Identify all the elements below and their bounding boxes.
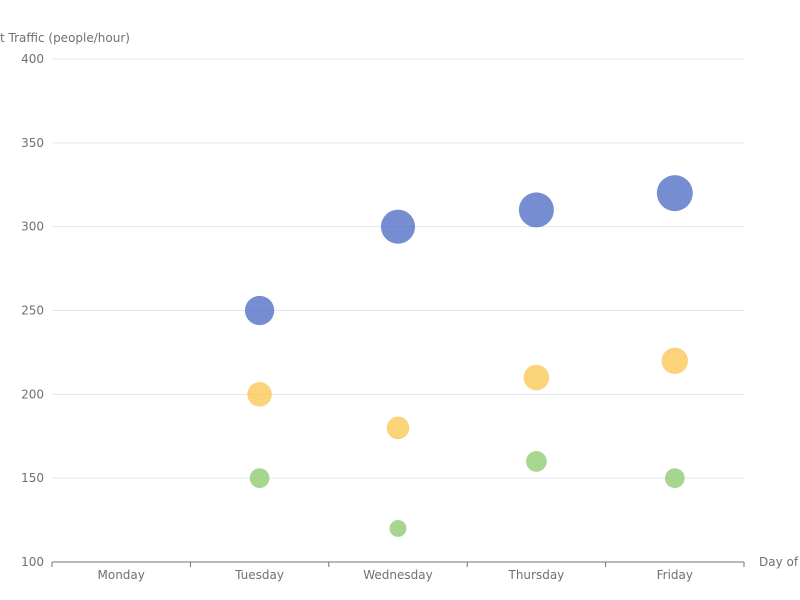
- grid-lines: [52, 58, 744, 479]
- data-point[interactable]: [664, 468, 685, 489]
- y-tick-label: 350: [21, 136, 44, 150]
- x-tick-label: Friday: [657, 568, 693, 582]
- x-tick-label: Monday: [98, 568, 145, 582]
- data-points: [244, 175, 693, 537]
- data-point[interactable]: [389, 520, 407, 537]
- data-point[interactable]: [518, 192, 554, 228]
- data-point[interactable]: [523, 364, 550, 391]
- y-tick-label: 150: [21, 471, 44, 485]
- x-tick-label: Thursday: [507, 568, 564, 582]
- data-point[interactable]: [380, 209, 416, 244]
- y-tick-label: 250: [21, 304, 44, 318]
- y-tick-label: 100: [21, 555, 44, 569]
- data-point[interactable]: [247, 382, 272, 407]
- y-tick-label: 300: [21, 220, 44, 234]
- data-point[interactable]: [386, 416, 410, 440]
- x-tick-label: Tuesday: [234, 568, 284, 582]
- data-point[interactable]: [526, 451, 547, 472]
- x-tick-label: Wednesday: [363, 568, 432, 582]
- x-axis-title: Day of: [759, 555, 799, 569]
- data-point[interactable]: [656, 175, 693, 212]
- data-point[interactable]: [661, 347, 689, 375]
- y-tick-label: 400: [21, 52, 44, 66]
- y-tick-label: 200: [21, 387, 44, 401]
- data-point[interactable]: [249, 468, 270, 489]
- axis-labels: 100 150 200 250 300 350 400 Monday Tuesday Wednes…: [0, 31, 799, 582]
- y-axis-title: t Traffic (people/hour): [0, 31, 130, 45]
- data-point[interactable]: [244, 295, 275, 326]
- axes: [51, 561, 745, 567]
